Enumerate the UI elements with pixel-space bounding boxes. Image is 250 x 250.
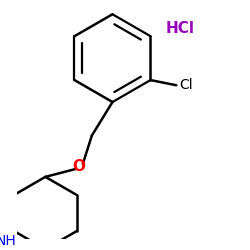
Text: O: O: [72, 159, 86, 174]
Text: NH: NH: [0, 234, 17, 248]
Text: HCl: HCl: [166, 21, 195, 36]
Text: Cl: Cl: [179, 78, 192, 92]
